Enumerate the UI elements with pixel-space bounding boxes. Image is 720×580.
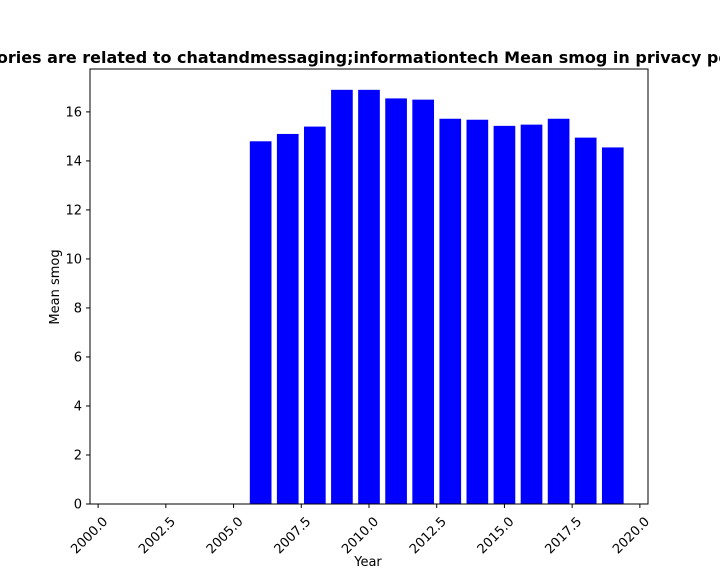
- plot-area: [249, 89, 624, 505]
- x-tick-label: 2002.5: [136, 514, 179, 557]
- bar-2011: [385, 98, 407, 504]
- bar-2017: [547, 118, 570, 504]
- y-axis-label: Mean smog: [48, 249, 63, 324]
- x-tick-label: 2007.5: [272, 514, 315, 557]
- bar-2015: [493, 125, 516, 505]
- y-tick-label: 10: [65, 252, 82, 267]
- y-tick-label: 4: [74, 399, 82, 414]
- y-tick-label: 2: [74, 448, 82, 463]
- y-axis: 0 2 4 6 8 10 12 14 16: [65, 105, 90, 513]
- x-tick-label: 2000.0: [68, 514, 111, 557]
- x-axis-label: Year: [353, 555, 382, 570]
- bar-2006: [249, 141, 272, 504]
- x-tick-label: 2005.0: [204, 514, 247, 557]
- bar-2008: [303, 126, 326, 504]
- y-tick-label: 16: [65, 105, 82, 120]
- bar-2007: [276, 133, 299, 504]
- bar-2012: [412, 99, 435, 505]
- x-tick-label: 2020.0: [610, 514, 653, 557]
- bar-2009: [331, 89, 353, 504]
- bar-2014: [466, 119, 489, 504]
- x-tick-label: 2015.0: [475, 514, 518, 557]
- y-tick-label: 8: [74, 301, 82, 316]
- y-tick-label: 12: [65, 203, 82, 218]
- y-tick-label: 0: [74, 498, 82, 513]
- chart-title: Categories are related to chatandmessagi…: [0, 48, 720, 67]
- bar-2013: [439, 118, 462, 504]
- bar-2018: [574, 137, 597, 504]
- x-tick-label: 2012.5: [407, 514, 450, 557]
- x-tick-label: 2017.5: [542, 514, 585, 557]
- bar-2010: [358, 89, 380, 504]
- bar-2019: [601, 147, 624, 504]
- x-tick-label: 2010.0: [339, 514, 382, 557]
- bar-2016: [520, 124, 543, 505]
- x-axis: 2000.0 2002.5 2005.0 2007.5 2010.0 2012.5 2015…: [68, 504, 653, 557]
- y-tick-label: 6: [74, 350, 82, 365]
- y-tick-label: 14: [65, 154, 82, 169]
